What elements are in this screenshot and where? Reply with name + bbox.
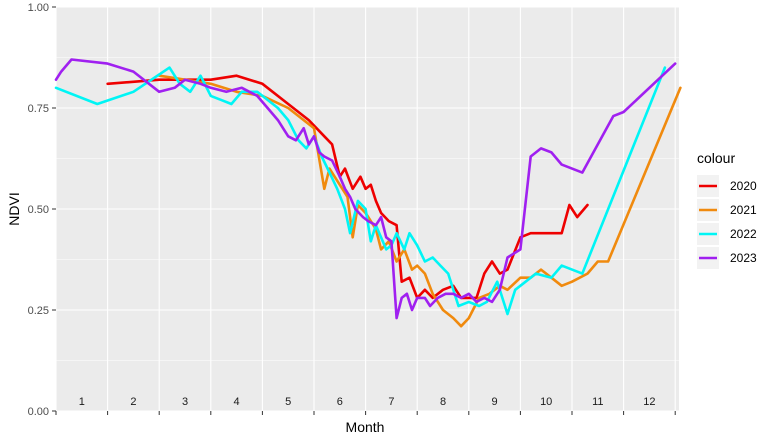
legend-label-2022: 2022 [730,227,757,241]
y-axis-title: NDVI [6,192,22,225]
y-tick-label: 0.25 [28,305,49,317]
series-line-2021 [157,74,682,328]
y-tick-label: 0.75 [28,103,49,115]
grid-minor [56,57,679,361]
legend-title: colour [697,150,735,166]
month-label: 2 [130,396,136,408]
legend: colour 2020 2021 2022 2023 [697,150,757,269]
legend-label-2020: 2020 [730,179,757,193]
month-label: 12 [643,396,655,408]
month-label: 10 [540,396,552,408]
month-label: 5 [285,396,291,408]
month-label: 4 [234,396,240,408]
series-line-2023 [54,58,677,320]
y-tick-label: 1.00 [28,2,49,14]
series-line-2022 [54,66,667,316]
month-label: 11 [592,396,603,408]
month-label: 1 [79,396,85,408]
y-tick-label: 0.00 [28,406,49,418]
month-label: 6 [337,396,343,408]
y-axis: 0.00 0.25 0.50 0.75 1.00 [28,2,56,418]
legend-label-2021: 2021 [730,203,757,217]
series-lines [54,58,682,328]
y-tick-label: 0.50 [28,204,49,216]
month-label: 7 [388,396,394,408]
series-line-2020 [106,74,589,300]
month-label: 8 [440,396,446,408]
x-axis [55,411,676,415]
month-label: 3 [182,396,188,408]
x-axis-title: Month [346,419,385,435]
legend-label-2023: 2023 [730,251,757,265]
month-labels: 1 2 3 4 5 6 7 8 9 10 11 12 [79,396,656,408]
month-label: 9 [492,396,498,408]
